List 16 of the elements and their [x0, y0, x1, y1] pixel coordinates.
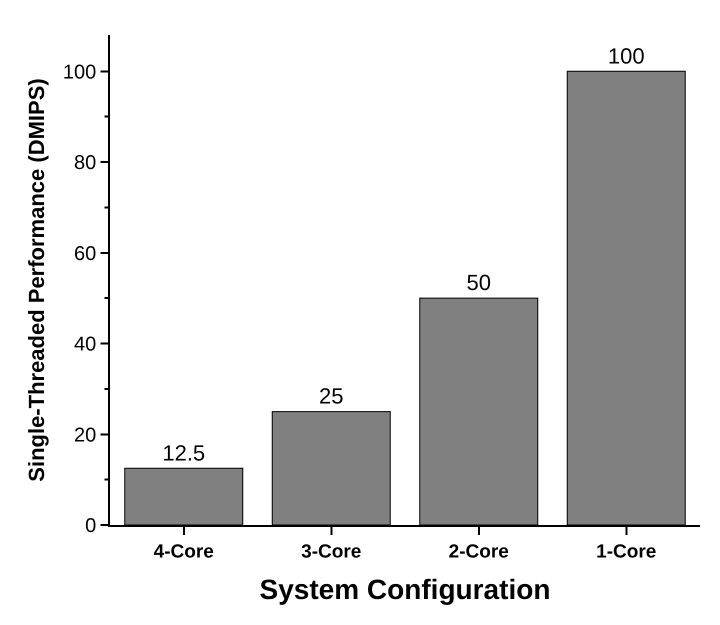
y-tick-label: 100 — [62, 61, 96, 84]
data-label: 100 — [608, 43, 645, 68]
y-tick-label: 60 — [74, 242, 96, 265]
data-label: 25 — [319, 384, 344, 409]
x-tick-label: 4-Core — [154, 542, 214, 563]
x-tick-label: 3-Core — [301, 542, 362, 563]
data-label: 12.5 — [162, 440, 206, 466]
y-tick-label: 80 — [74, 152, 96, 174]
y-tick-label: 0 — [85, 515, 96, 537]
y-tick-label: 20 — [74, 424, 96, 446]
y-axis-title: Single-Threaded Performance (DMIPS) — [24, 78, 50, 482]
data-label: 50 — [466, 270, 491, 296]
x-tick-label: 1-Core — [596, 542, 656, 563]
y-tick-label: 40 — [74, 334, 96, 356]
x-axis-title: System Configuration — [260, 574, 550, 606]
x-tick-label: 2-Core — [448, 542, 509, 563]
